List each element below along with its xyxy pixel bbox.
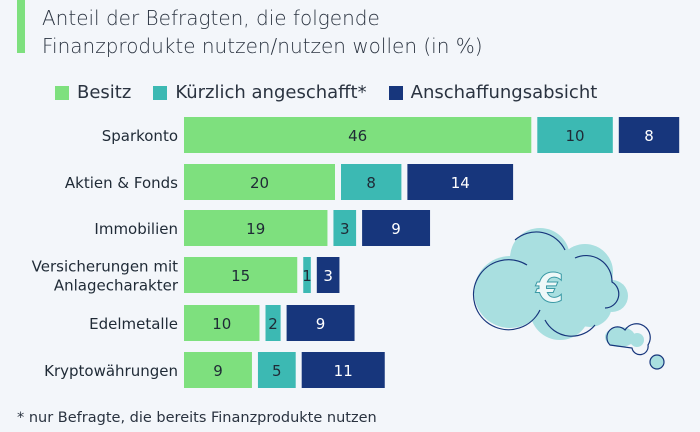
category-label: Kryptowährungen [44,362,178,380]
bar-segment [265,305,281,341]
data-label: 9 [391,220,401,238]
data-label: 8 [366,174,376,192]
data-label: 9 [316,315,326,333]
category-label: Sparkonto [102,127,178,145]
legend-item-absicht: Anschaffungsabsicht [388,82,598,103]
data-label: 10 [212,315,231,333]
data-label: 20 [250,174,269,192]
bar-segment [184,257,298,293]
bars-group: Sparkonto 46 10 8 Aktien & Fonds 20 8 14 Immobil… [32,117,680,388]
data-label: 10 [566,127,585,145]
data-label: 8 [644,127,654,145]
chart-title: Anteil der Befragten, die folgende Finan… [42,4,483,60]
data-label: 15 [231,267,250,285]
svg-text:€: € [535,266,564,312]
legend-label: Kürzlich angeschafft* [175,82,367,103]
data-label: 5 [272,362,282,380]
title-line-1: Anteil der Befragten, die folgende [42,6,380,30]
legend-item-besitz: Besitz [55,82,131,103]
bar-segment [184,117,532,153]
legend-label: Anschaffungsabsicht [410,82,598,103]
bar-segment [333,210,357,246]
bar-segment [316,257,340,293]
bar-segment [257,352,296,388]
data-label: 3 [340,220,350,238]
bar-segment [184,210,328,246]
data-label: 2 [268,315,278,333]
data-label: 3 [323,267,333,285]
legend-swatch [55,85,69,100]
bar-segment [301,352,385,388]
legend-label: Besitz [77,82,132,103]
bar-segment [286,305,355,341]
bar-segment [341,164,402,200]
legend: Besitz Kürzlich angeschafft* Anschaffung… [55,82,619,103]
data-label: 19 [246,220,265,238]
bar-segment [184,305,260,341]
category-label: Immobilien [94,220,178,238]
title-line-2: Finanzprodukte nutzen/nutzen wollen (in … [42,34,483,58]
data-label: 14 [451,174,470,192]
euro-thought-cloud-icon: € [472,228,665,370]
bar-segment [184,352,252,388]
bar-segment [407,164,514,200]
bar-segment [184,164,335,200]
legend-swatch [153,85,168,100]
data-label: 46 [348,127,367,145]
category-label: Versicherungen mit [32,258,178,276]
category-label: Aktien & Fonds [65,174,178,192]
data-label: 1 [302,267,312,285]
data-label: 11 [334,362,353,380]
footnote: * nur Befragte, die bereits Finanzproduk… [17,410,377,426]
category-label: Anlagecharakter [54,277,179,295]
bar-segment [618,117,680,153]
category-label: Edelmetalle [89,315,178,333]
legend-item-kuerzlich: Kürzlich angeschafft* [153,82,367,103]
bar-segment [303,257,311,293]
bar-segment [537,117,613,153]
title-accent-bar [17,0,25,53]
legend-swatch [388,85,403,100]
bar-segment [362,210,431,246]
data-label: 9 [213,362,223,380]
